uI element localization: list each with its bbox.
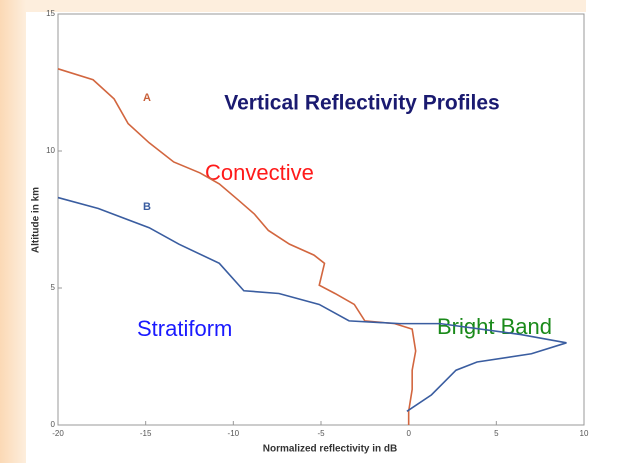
line xyxy=(57,196,567,412)
top-band xyxy=(26,0,586,12)
y-tick-label: 5 xyxy=(51,283,56,292)
annotation: Stratiform xyxy=(137,316,232,341)
y-tick-label: 10 xyxy=(46,146,55,155)
y-axis-label: Altitude in km xyxy=(31,187,42,253)
x-tick-label: -5 xyxy=(317,429,325,438)
plot-frame xyxy=(57,13,585,426)
x-tick-label: -20 xyxy=(52,429,64,438)
chart-title: Vertical Reflectivity Profiles xyxy=(224,92,499,115)
side-band xyxy=(0,0,26,463)
annotation: B xyxy=(143,201,151,213)
x-tick-label: 0 xyxy=(406,429,411,438)
x-tick-label: -15 xyxy=(140,429,152,438)
annotation: A xyxy=(143,92,151,104)
x-axis-label: Normalized reflectivity in dB xyxy=(263,444,397,455)
x-tick-label: 10 xyxy=(580,429,589,438)
annotation: Convective xyxy=(205,160,314,185)
y-tick-label: 15 xyxy=(46,9,55,18)
y-tick-label: 0 xyxy=(51,420,56,429)
x-tick-label: -10 xyxy=(228,429,240,438)
line xyxy=(57,68,417,425)
x-tick-label: 5 xyxy=(494,429,499,438)
